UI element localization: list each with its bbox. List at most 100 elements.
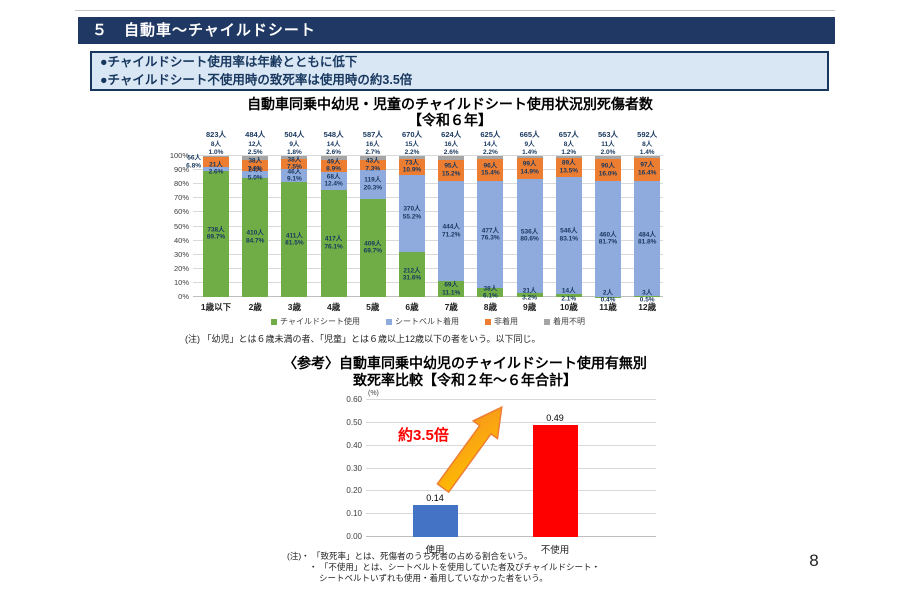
chart1-title: 自動車同乗中幼児・児童のチャイルドシート使用状況別死傷者数 xyxy=(247,96,653,112)
segment-label: 460人 81.7% xyxy=(598,231,618,246)
bar-5歳: 409人 69.7% 119人 20.3% 43人 7.3% 16人 2.7% 587人 5歳 xyxy=(359,130,386,312)
chart1-note: (注) 「幼児」とは６歳未満の者、「児童」とは６歳以上12歳以下の者をいう。以下… xyxy=(185,334,541,344)
segment-label: 24人 5.0% xyxy=(247,166,263,182)
slide-title-bar: ５ 自動車～チャイルドシート xyxy=(78,17,835,44)
gridline-0.20 xyxy=(366,490,656,492)
segment-label: 38人 7.5% xyxy=(286,156,302,171)
segment-label: 417人 76.1% xyxy=(324,235,343,251)
segment-label: 444人 71.2% xyxy=(441,223,461,239)
y-axis-tick: 0.40 xyxy=(346,440,362,450)
x-axis-label: 5歳 xyxy=(366,302,380,312)
segment-label: 119人 20.3% xyxy=(363,176,383,192)
segment-チャイルドシート使用 xyxy=(595,296,621,297)
x-axis-label: 3歳 xyxy=(287,302,302,312)
x-axis-label: 使用 xyxy=(425,545,445,556)
unknown-label: 14人 2.6% xyxy=(326,141,342,156)
segment-非着用 xyxy=(281,158,308,170)
unknown-label: 9人 1.4% xyxy=(522,141,538,156)
bar-10歳: 14人 2.1% 546人 83.1% 89人 13.5% 8人 1.2% 657人 10歳 xyxy=(555,130,582,312)
segment-label: 21人 3.2% xyxy=(522,287,538,302)
segment-label: 49人 8.9% xyxy=(326,158,342,173)
x-axis-label: 9歳 xyxy=(522,302,537,312)
segment-label: 96人 15.4% xyxy=(481,162,500,177)
unknown-label: 11人 2.0% xyxy=(600,141,616,156)
segment-着用不明 xyxy=(595,156,621,159)
bar-total-label: 592人 xyxy=(637,130,658,139)
x-axis-label: 2歳 xyxy=(248,302,262,312)
stacked-bar-chart: 0% 10% 20% 30% 40% 50% 60% 70% 80% 90% 100% 738人 89.… xyxy=(170,130,663,312)
segment-チャイルドシート使用 xyxy=(320,189,347,297)
segment-label: 546人 83.1% xyxy=(559,227,579,243)
segment-チャイルドシート使用 xyxy=(555,294,582,297)
bar-total-label: 484人 xyxy=(245,130,266,139)
segment-非着用 xyxy=(595,158,621,182)
segment-チャイルドシート使用 xyxy=(477,288,504,297)
bar-7歳: 69人 11.1% 444人 71.2% 95人 15.2% 16人 2.6% 624人 7歳 xyxy=(438,130,465,312)
bar-12歳: 3人 0.5% 484人 81.8% 97人 16.4% 8人 1.4% 592人 12歳 xyxy=(634,130,661,312)
key-points-box: ●チャイルドシート使用率は年齢とともに低下 ●チャイルドシート不使用時の致死率は… xyxy=(90,51,829,91)
legend-swatch-icon xyxy=(271,318,278,325)
segment-label: 38人 7.9% xyxy=(247,157,263,173)
legend-label: シートベルト着用 xyxy=(394,317,459,326)
segment-チャイルドシート使用 xyxy=(634,296,661,297)
gridline-90 xyxy=(193,169,663,171)
gridline-30 xyxy=(193,253,663,255)
gridline-100 xyxy=(193,155,663,156)
y-axis-tick: 0.30 xyxy=(346,463,362,473)
segment-着用不明 xyxy=(634,156,661,158)
segment-チャイルドシート使用 xyxy=(242,177,269,297)
segment-label: 90人 16.0% xyxy=(598,162,618,178)
segment-着用不明 xyxy=(281,156,308,159)
segment-シートベルト着用 xyxy=(281,169,308,183)
slide-title: ５ 自動車～チャイルドシート xyxy=(92,22,316,39)
key-point-2: ●チャイルドシート不使用時の致死率は使用時の約3.5倍 xyxy=(100,73,413,87)
unknown-label: 16人 2.6% xyxy=(443,141,459,156)
gridline-0.10 xyxy=(366,513,656,515)
segment-label: 370人 55.2% xyxy=(402,205,422,221)
chart1-title-block: 自動車同乗中幼児・児童のチャイルドシート使用状況別死傷者数 【令和６年】 xyxy=(120,96,780,128)
chart1-legend: チャイルドシート使用 シートベルト着用 非着用 着用不明 xyxy=(193,316,663,327)
ratio-annotation: 約3.5倍 xyxy=(398,427,449,444)
bar-value-label: 0.14 xyxy=(426,493,444,504)
x-axis-label: 12歳 xyxy=(638,302,657,312)
segment-label: 14人 2.1% xyxy=(561,287,577,303)
segment-着用不明 xyxy=(320,156,347,160)
legend-swatch-icon xyxy=(484,318,491,325)
segment-label: 68人 12.4% xyxy=(324,173,343,188)
segment-label: 89人 13.5% xyxy=(559,159,579,175)
gridline-0.60 xyxy=(366,399,656,400)
y-axis-tick: 0.50 xyxy=(346,417,362,427)
y-axis-tick: 10% xyxy=(173,277,189,287)
segment-非着用 xyxy=(320,159,347,173)
segment-label: 212人 31.6% xyxy=(402,267,422,282)
segment-非着用 xyxy=(399,159,425,175)
bar-total-label: 657人 xyxy=(558,130,579,139)
y-axis-unit: (%) xyxy=(368,390,379,397)
unknown-label: 12人 2.5% xyxy=(247,141,263,156)
segment-label: 97人 16.4% xyxy=(637,161,657,177)
segment-非着用 xyxy=(555,157,582,177)
segment-label: 99人 14.9% xyxy=(520,160,539,176)
segment-label: 410人 84.7% xyxy=(245,229,265,245)
segment-シートベルト着用 xyxy=(242,170,269,178)
gridline-70 xyxy=(193,197,663,199)
bar-total-label: 548人 xyxy=(323,130,344,139)
chart2-notes: (注)・ 「致死率」とは、死傷者のうち死者の占める割合をいう。 ・ 「不使用」と… xyxy=(287,551,600,584)
gridline-20 xyxy=(193,267,663,269)
bar-value-label: 0.49 xyxy=(546,413,564,424)
bar-total-label: 625人 xyxy=(480,130,501,139)
chart2-title-line2: 致死率比較【令和２年～６年合計】 xyxy=(353,372,577,388)
segment-非着用 xyxy=(203,157,229,167)
chart2-note-1: (注)・ 「致死率」とは、死傷者のうち死者の占める割合をいう。 xyxy=(287,551,533,561)
chart2-note-2: ・ 「不使用」とは、シートベルトを使用していた者及びチャイルドシート・ xyxy=(309,562,601,572)
key-point-1: ●チャイルドシート使用率は年齢とともに低下 xyxy=(100,55,358,69)
y-axis-tick: 80% xyxy=(173,179,189,189)
segment-シートベルト着用 xyxy=(477,180,504,289)
fatality-rate-bar-chart: 0.00 0.10 0.20 0.30 0.40 0.50 0.60 (%) 0.14 使用 0.4… xyxy=(346,390,656,556)
bar-total-label: 504人 xyxy=(284,130,305,139)
segment-label: 409人 69.7% xyxy=(363,240,383,255)
segment-label: 21人 2.6% xyxy=(208,161,224,176)
page-number: 8 xyxy=(809,551,819,570)
segment-label: 484人 81.8% xyxy=(637,231,657,246)
x-axis-label: 6歳 xyxy=(405,302,419,312)
